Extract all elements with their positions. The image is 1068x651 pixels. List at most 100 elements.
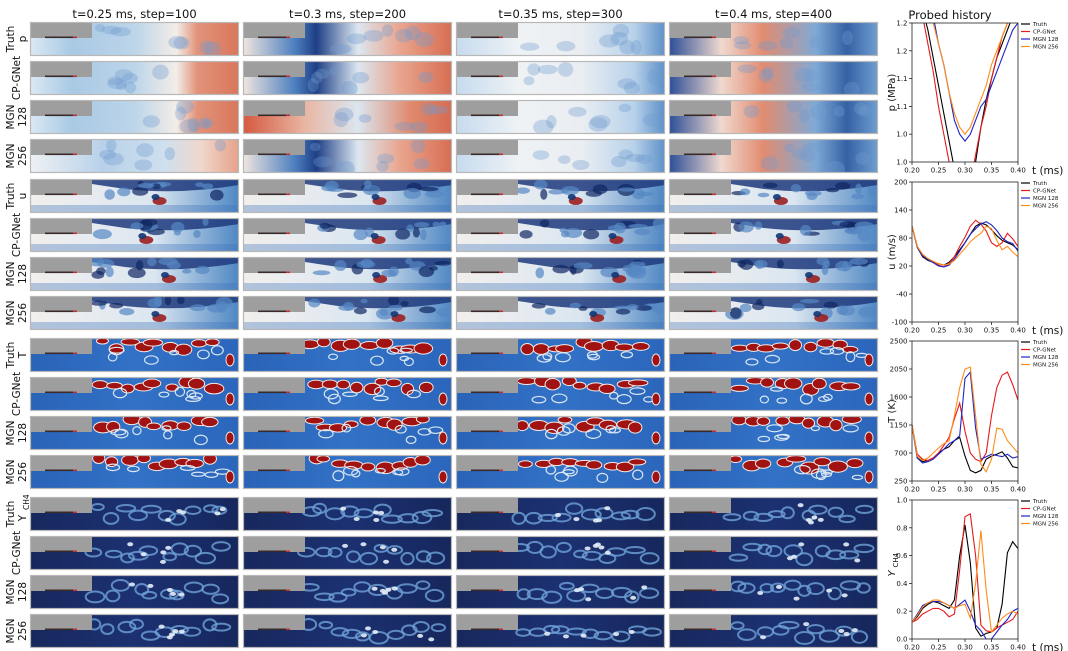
field-panel-T (668, 337, 879, 373)
obstacle-block (243, 139, 305, 155)
panel-frame (455, 613, 666, 649)
obstacle-block (669, 338, 731, 354)
field-panel-p (668, 138, 879, 174)
obstacle-block (456, 22, 518, 38)
row-label-text: MGN (5, 300, 17, 325)
y-tick-label: 20 (899, 263, 908, 271)
field-panel-u (29, 178, 240, 214)
series-line (912, 371, 1018, 463)
panel-frame (242, 376, 453, 412)
panel-frame (455, 295, 666, 331)
x-tick-label: 0.40 (1010, 486, 1026, 494)
panel-frame (455, 138, 666, 174)
field-panel-p (668, 21, 879, 57)
legend-entry: CP-GNet (1033, 30, 1057, 36)
legend-entry: MGN 128 (1033, 196, 1059, 202)
obstacle-block (243, 338, 305, 354)
obstacle-block (456, 257, 518, 273)
y-tick-label: 0.4 (896, 580, 908, 588)
row-label-text: Truth (5, 501, 17, 529)
field-panel-T (29, 415, 240, 451)
injector (258, 75, 286, 78)
injector (258, 352, 286, 355)
field-panel-Y_CH4 (455, 574, 666, 610)
obstacle-block (243, 416, 305, 432)
panel-frame (668, 60, 879, 96)
series-line (912, 524, 1018, 637)
y-tick-label: 1.2 (896, 20, 907, 28)
legend-entry: MGN 128 (1033, 355, 1059, 361)
y-tick-label: 1.0 (896, 497, 907, 505)
panel-frame (242, 21, 453, 57)
panel-frame (242, 60, 453, 96)
row-label: MGN 256 (5, 300, 29, 325)
field-panel-u (29, 217, 240, 253)
injector (258, 271, 286, 274)
injector (45, 310, 73, 313)
row-label-text: CP-GNet (11, 372, 23, 416)
series-line (912, 513, 1018, 633)
row-label-text: 128 (17, 264, 29, 284)
panel-frame (668, 138, 879, 174)
obstacle-block (456, 296, 518, 312)
y-tick-label: -40 (896, 291, 907, 299)
panel-frame (455, 454, 666, 490)
obstacle-block (456, 536, 518, 552)
row-label-text: MGN (5, 143, 17, 168)
field-panel-p (29, 138, 240, 174)
y-axis-label-text: T (K) (887, 399, 898, 424)
obstacle-block (30, 296, 92, 312)
injector (258, 232, 286, 235)
field-panel-p (668, 60, 879, 96)
panel-frame (455, 60, 666, 96)
row-label-subscript: CH4 (22, 494, 31, 510)
row-label-text: 256 (17, 621, 29, 641)
obstacle-block (456, 614, 518, 630)
field-panel-T (455, 415, 666, 451)
row-label-text: Y (17, 514, 29, 522)
injector (471, 628, 499, 631)
field-panel-Y_CH4 (242, 496, 453, 532)
legend-entry: CP-GNet (1033, 348, 1057, 354)
series-line (912, 225, 1018, 266)
obstacle-block (456, 377, 518, 393)
injector (258, 391, 286, 394)
panel-frame (29, 178, 240, 214)
obstacle-block (30, 338, 92, 354)
row-label-text: CP-GNet (11, 531, 23, 575)
field-panel-T (668, 454, 879, 490)
probed-history-charts: 0.20 0.25 0.30 0.35 0.40 1.0 1.0 1.1 1.1 1.2 1.2 p … (887, 20, 1063, 651)
row-label: Truth T (5, 342, 29, 370)
field-panel-u (668, 295, 879, 331)
row-label-text: Truth (5, 342, 17, 370)
y-tick-label: 2500 (890, 338, 908, 346)
panel-frame (29, 574, 240, 610)
injector (471, 511, 499, 514)
injector (471, 469, 499, 472)
obstacle-block (669, 257, 731, 273)
injector (258, 469, 286, 472)
injector (684, 430, 712, 433)
row-label-text: Truth (5, 26, 17, 54)
field-panel-T (29, 337, 240, 373)
obstacle-block (456, 100, 518, 116)
obstacle-block (243, 575, 305, 591)
chart-lines (912, 366, 1018, 474)
x-tick-label: 0.35 (984, 486, 1000, 494)
obstacle-block (30, 257, 92, 273)
obstacle-block (669, 536, 731, 552)
obstacle-block (243, 497, 305, 513)
row-label-text: 256 (17, 462, 29, 482)
history-chart: 0.20 0.25 0.30 0.35 0.40 1.0 1.0 1.1 1.1 1.2 1.2 p … (887, 20, 1063, 178)
obstacle-block (243, 218, 305, 234)
y-tick-label: 200 (894, 179, 907, 187)
obstacle-block (243, 179, 305, 195)
panel-frame (668, 217, 879, 253)
panel-frame (29, 295, 240, 331)
injector (684, 114, 712, 117)
obstacle-block (30, 22, 92, 38)
field-panel-u (455, 295, 666, 331)
